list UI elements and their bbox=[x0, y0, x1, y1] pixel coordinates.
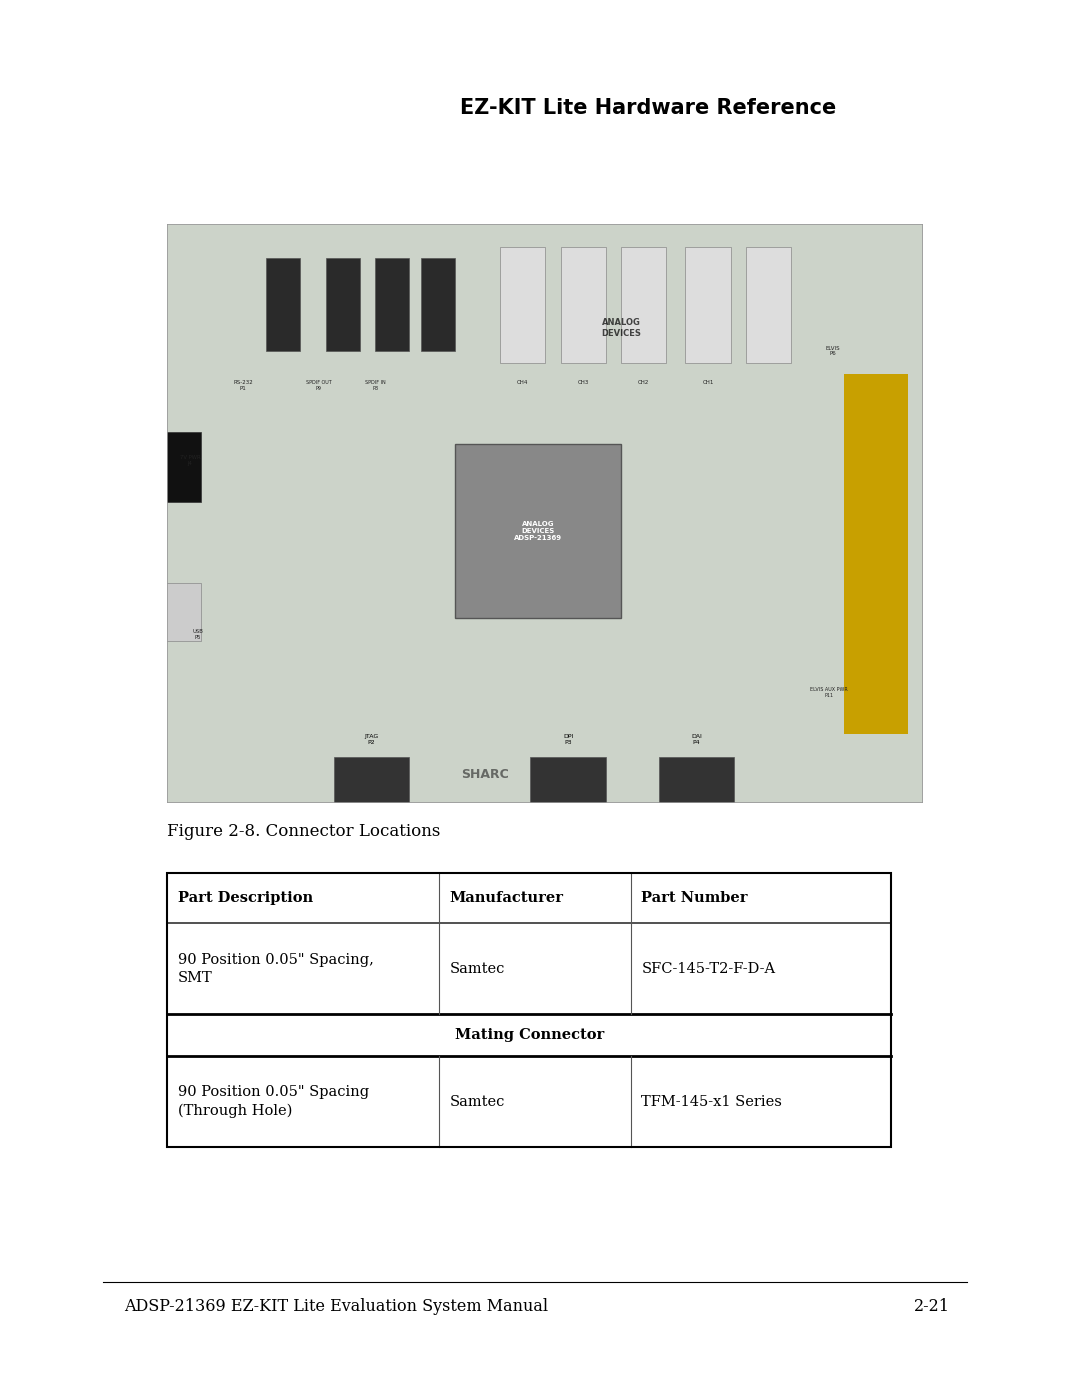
Text: Samtec: Samtec bbox=[449, 961, 505, 977]
Text: JTAG
P2: JTAG P2 bbox=[364, 735, 379, 746]
Bar bbox=[421, 258, 455, 351]
Text: EZ-KIT Lite Hardware Reference: EZ-KIT Lite Hardware Reference bbox=[460, 98, 836, 117]
Bar bbox=[659, 757, 734, 803]
Bar bbox=[500, 247, 545, 363]
Text: 7V PWR
J4: 7V PWR J4 bbox=[179, 455, 201, 467]
Bar bbox=[266, 258, 300, 351]
Text: Samtec: Samtec bbox=[449, 1094, 505, 1109]
Bar bbox=[167, 873, 891, 1147]
Bar bbox=[530, 757, 606, 803]
Text: USB
P5: USB P5 bbox=[192, 629, 203, 640]
Text: SFC-145-T2-F-D-A: SFC-145-T2-F-D-A bbox=[642, 961, 775, 977]
Text: CH3: CH3 bbox=[578, 380, 589, 386]
Bar bbox=[455, 444, 621, 617]
Text: Manufacturer: Manufacturer bbox=[449, 891, 564, 905]
Text: ANALOG
DEVICES
ADSP-21369: ANALOG DEVICES ADSP-21369 bbox=[514, 521, 562, 541]
Bar bbox=[149, 432, 202, 502]
Text: ELVIS AUX PWR
P11: ELVIS AUX PWR P11 bbox=[810, 687, 848, 698]
Text: SHARC: SHARC bbox=[461, 768, 509, 781]
Bar bbox=[167, 1014, 891, 1056]
Bar bbox=[334, 757, 409, 803]
Bar bbox=[152, 583, 202, 641]
Text: SPDIF OUT
P9: SPDIF OUT P9 bbox=[306, 380, 332, 391]
Bar bbox=[561, 247, 606, 363]
Bar bbox=[376, 258, 409, 351]
Text: ADSP-21369 EZ-KIT Lite Evaluation System Manual: ADSP-21369 EZ-KIT Lite Evaluation System… bbox=[124, 1298, 549, 1315]
Text: SPDIF IN
P8: SPDIF IN P8 bbox=[365, 380, 386, 391]
Text: Figure 2-8. Connector Locations: Figure 2-8. Connector Locations bbox=[167, 823, 441, 840]
Text: CH1: CH1 bbox=[702, 380, 714, 386]
Text: Mating Connector: Mating Connector bbox=[455, 1028, 604, 1042]
Text: ANALOG
DEVICES: ANALOG DEVICES bbox=[602, 319, 640, 338]
Text: CH2: CH2 bbox=[638, 380, 649, 386]
Bar bbox=[167, 873, 891, 923]
Text: TFM-145-x1 Series: TFM-145-x1 Series bbox=[642, 1094, 782, 1109]
Bar bbox=[686, 247, 730, 363]
Text: CH4: CH4 bbox=[517, 380, 528, 386]
Bar bbox=[167, 1056, 891, 1147]
Text: RS-232
P1: RS-232 P1 bbox=[233, 380, 253, 391]
Bar bbox=[326, 258, 360, 351]
Text: DPI
P3: DPI P3 bbox=[563, 735, 573, 746]
Text: 90 Position 0.05" Spacing
(Through Hole): 90 Position 0.05" Spacing (Through Hole) bbox=[178, 1085, 369, 1118]
Bar bbox=[745, 247, 791, 363]
Bar bbox=[621, 247, 666, 363]
Text: Part Number: Part Number bbox=[642, 891, 747, 905]
Text: DAI
P4: DAI P4 bbox=[691, 735, 702, 746]
Bar bbox=[845, 374, 908, 733]
Text: 90 Position 0.05" Spacing,
SMT: 90 Position 0.05" Spacing, SMT bbox=[178, 953, 374, 985]
Text: Part Description: Part Description bbox=[178, 891, 313, 905]
Bar bbox=[167, 923, 891, 1014]
Text: 2-21: 2-21 bbox=[915, 1298, 950, 1315]
Text: ELVIS
P6: ELVIS P6 bbox=[825, 345, 840, 356]
